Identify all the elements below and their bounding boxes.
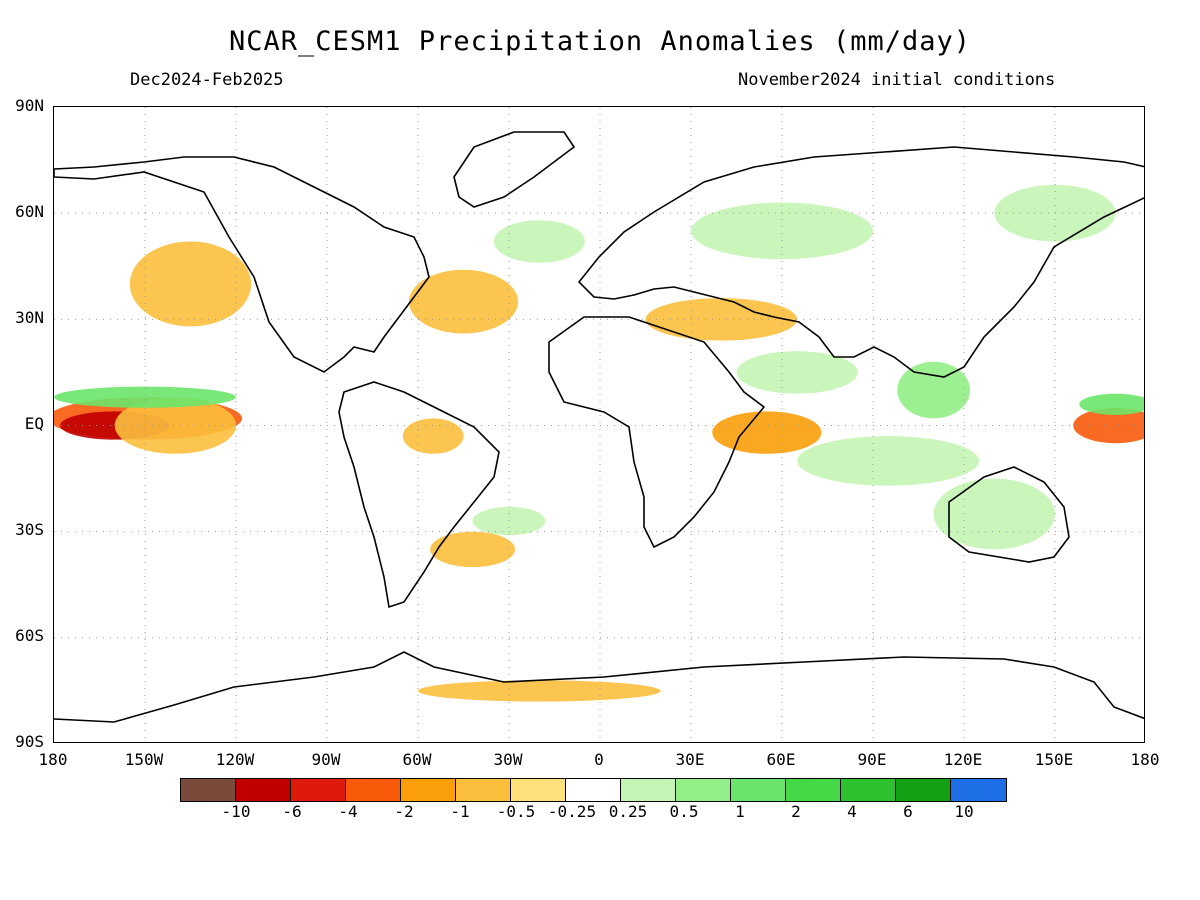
dry-anomaly-region <box>114 397 236 454</box>
colorbar-tick-label: 0.5 <box>669 802 699 821</box>
wet-anomaly-region <box>691 202 873 260</box>
lon-label-150w: 150W <box>124 750 164 769</box>
colorbar-swatch <box>401 779 456 801</box>
lat-label-30n: 30N <box>15 308 44 327</box>
period-label: Dec2024-Feb2025 <box>130 70 284 90</box>
colorbar <box>180 778 1007 802</box>
colorbar-swatch <box>841 779 896 801</box>
dry-anomaly-region <box>402 418 464 454</box>
map-canvas <box>54 107 1144 742</box>
colorbar-swatch <box>511 779 566 801</box>
dry-anomaly-region <box>129 241 252 327</box>
lon-label-120e: 120E <box>943 750 983 769</box>
lat-label-eq: EQ <box>24 414 44 433</box>
lon-label-150e: 150E <box>1034 750 1074 769</box>
colorbar-swatch <box>456 779 511 801</box>
colorbar-swatch <box>786 779 841 801</box>
lat-label-60n: 60N <box>15 202 44 221</box>
colorbar-tick-label: -2 <box>394 802 414 821</box>
lon-label-60w: 60W <box>402 750 432 769</box>
colorbar-swatch <box>731 779 786 801</box>
initial-conditions-label: November2024 initial conditions <box>738 70 1056 90</box>
coastlines <box>54 131 1144 723</box>
wet-anomaly-region <box>1079 393 1144 415</box>
map-title: NCAR_CESM1 Precipitation Anomalies (mm/d… <box>229 26 971 57</box>
colorbar-tick-label: 10 <box>954 802 974 821</box>
wet-anomaly-region <box>54 386 236 408</box>
colorbar-swatch <box>676 779 731 801</box>
dry-anomaly-region <box>408 269 519 334</box>
lat-label-60s: 60S <box>15 626 44 645</box>
colorbar-tick-label: -4 <box>338 802 358 821</box>
colorbar-swatch <box>621 779 676 801</box>
wet-anomaly-region <box>472 506 546 536</box>
lat-label-90n: 90N <box>15 96 44 115</box>
colorbar-swatch <box>291 779 346 801</box>
colorbar-tick-label: 0.25 <box>608 802 648 821</box>
dry-anomaly-region <box>645 298 798 341</box>
lon-label-90e: 90E <box>857 750 887 769</box>
colorbar-swatch <box>236 779 291 801</box>
lon-label-180e: 180 <box>1130 750 1160 769</box>
lon-label-30w: 30W <box>493 750 523 769</box>
lon-label-0: 0 <box>594 750 604 769</box>
precipitation-map <box>53 106 1145 743</box>
dry-anomaly-region <box>430 531 516 568</box>
lat-label-90s: 90S <box>15 732 44 751</box>
lon-label-180w: 180 <box>38 750 68 769</box>
wet-anomaly-region <box>736 351 858 394</box>
dry-anomaly-region <box>1073 407 1144 444</box>
lon-label-60e: 60E <box>766 750 796 769</box>
colorbar-tick-label: 4 <box>847 802 857 821</box>
colorbar-swatch <box>896 779 951 801</box>
colorbar-tick-label: -0.25 <box>547 802 597 821</box>
colorbar-tick-label: -0.5 <box>496 802 536 821</box>
dry-anomaly-region <box>418 680 661 702</box>
colorbar-swatch <box>566 779 621 801</box>
colorbar-tick-label: 6 <box>903 802 913 821</box>
colorbar-swatch <box>951 779 1006 801</box>
lon-label-90w: 90W <box>311 750 341 769</box>
lon-label-30e: 30E <box>675 750 705 769</box>
colorbar-tick-label: 2 <box>791 802 801 821</box>
wet-anomaly-region <box>897 361 971 419</box>
wet-anomaly-region <box>493 220 585 263</box>
colorbar-tick-label: -1 <box>450 802 470 821</box>
colorbar-tick-label: 1 <box>735 802 745 821</box>
dry-anomaly-region <box>712 411 822 454</box>
graticule <box>54 107 1144 742</box>
wet-anomaly-region <box>797 436 980 486</box>
colorbar-swatch <box>181 779 236 801</box>
colorbar-swatch <box>346 779 401 801</box>
lat-label-30s: 30S <box>15 520 44 539</box>
lon-label-120w: 120W <box>215 750 255 769</box>
colorbar-tick-label: -10 <box>221 802 251 821</box>
colorbar-tick-label: -6 <box>282 802 302 821</box>
